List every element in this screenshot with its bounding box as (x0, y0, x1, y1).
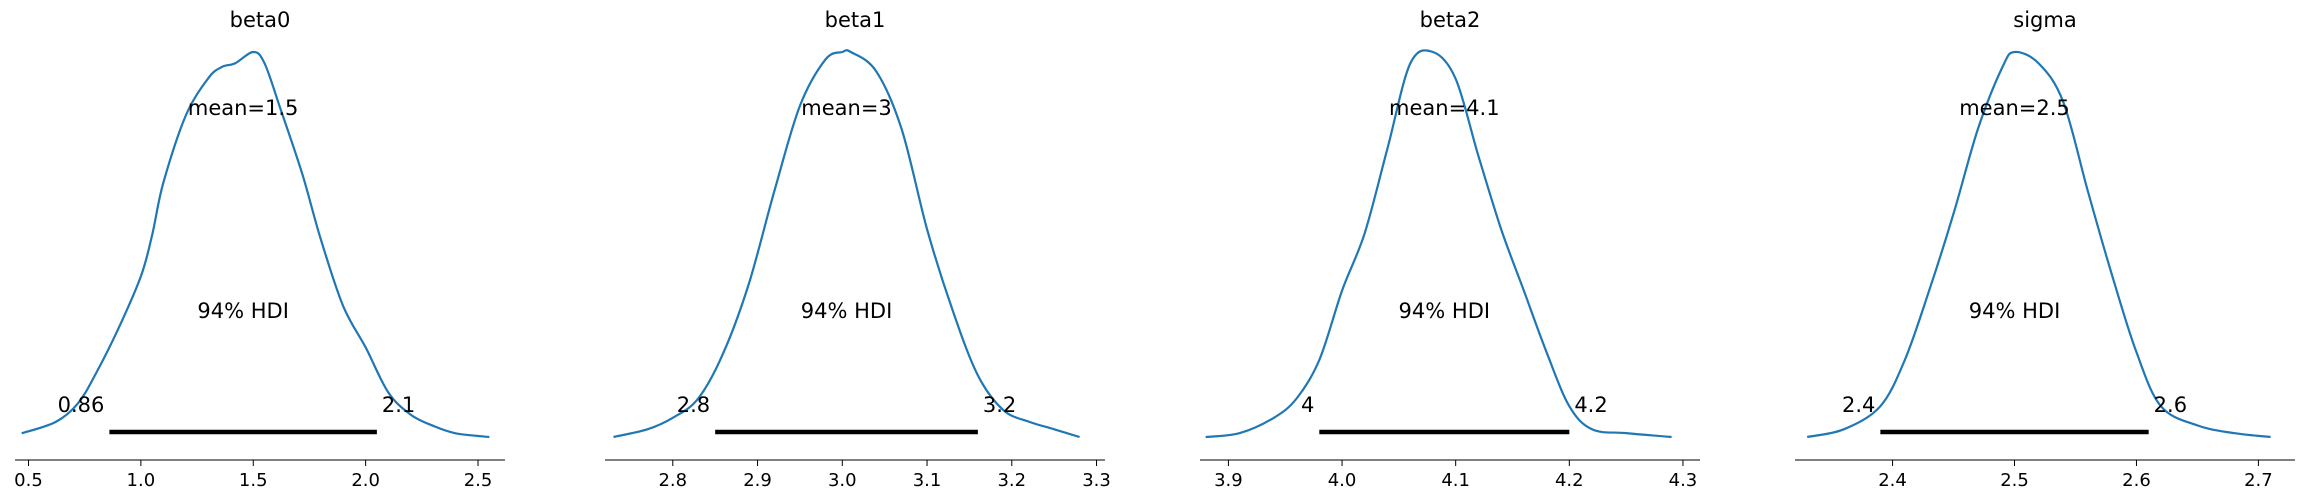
tick-label: 2.8 (658, 470, 687, 491)
hdi-label: 94% HDI (801, 299, 893, 323)
mean-label: mean=1.5 (188, 96, 299, 120)
tick-label: 2.9 (743, 470, 772, 491)
panel-beta2: beta2 mean=4.1 94% HDI 4 4.2 3.9 4.0 4.1 4.2 4.3 (1200, 8, 1700, 491)
hdi-label: 94% HDI (197, 299, 289, 323)
panel-title: sigma (2013, 8, 2076, 32)
density-curve (1205, 49, 1672, 439)
tick-label: 2.6 (2122, 470, 2151, 491)
hdi-label: 94% HDI (1969, 299, 2061, 323)
mean-label: mean=3 (801, 96, 892, 120)
tick-label: 3.9 (1214, 470, 1243, 491)
tick-label: 4.2 (1555, 470, 1584, 491)
hdi-lower-value: 2.8 (677, 393, 710, 417)
mean-label: mean=2.5 (1959, 96, 2070, 120)
tick-label: 2.5 (464, 470, 493, 491)
tick-label: 4.1 (1441, 470, 1470, 491)
panel-title: beta1 (825, 8, 886, 32)
hdi-label: 94% HDI (1399, 299, 1491, 323)
tick-label: 1.5 (239, 470, 268, 491)
panel-title: beta2 (1420, 8, 1481, 32)
tick-label: 3.3 (1082, 470, 1111, 491)
density-curve (21, 50, 490, 439)
panel-sigma: sigma mean=2.5 94% HDI 2.4 2.6 2.4 2.5 2.6 2.7 (1795, 8, 2295, 491)
hdi-upper-value: 2.6 (2154, 393, 2187, 417)
mean-label: mean=4.1 (1389, 96, 1500, 120)
tick-label: 4.3 (1669, 470, 1698, 491)
hdi-lower-value: 4 (1301, 393, 1314, 417)
tick-label: 0.5 (14, 470, 43, 491)
panel-title: beta0 (230, 8, 291, 32)
tick-label: 4.0 (1328, 470, 1357, 491)
panel-beta1: beta1 mean=3 94% HDI 2.8 3.2 2.8 2.9 3.0 3.1 3.2 3… (605, 8, 1111, 491)
tick-label: 3.0 (828, 470, 857, 491)
tick-label: 2.5 (2000, 470, 2029, 491)
hdi-upper-value: 2.1 (382, 393, 415, 417)
panel-beta0: beta0 mean=1.5 94% HDI 0.86 2.1 0.5 1.0 1.5 2.0 2… (14, 8, 505, 491)
tick-label: 2.4 (1878, 470, 1907, 491)
hdi-lower-value: 2.4 (1842, 393, 1875, 417)
hdi-upper-value: 3.2 (983, 393, 1016, 417)
density-curve (1806, 50, 2271, 439)
density-curve (613, 49, 1080, 439)
tick-label: 3.1 (913, 470, 942, 491)
tick-label: 2.0 (351, 470, 380, 491)
tick-label: 3.2 (997, 470, 1026, 491)
hdi-lower-value: 0.86 (58, 393, 105, 417)
hdi-upper-value: 4.2 (1574, 393, 1607, 417)
tick-label: 2.7 (2244, 470, 2273, 491)
tick-label: 1.0 (127, 470, 156, 491)
